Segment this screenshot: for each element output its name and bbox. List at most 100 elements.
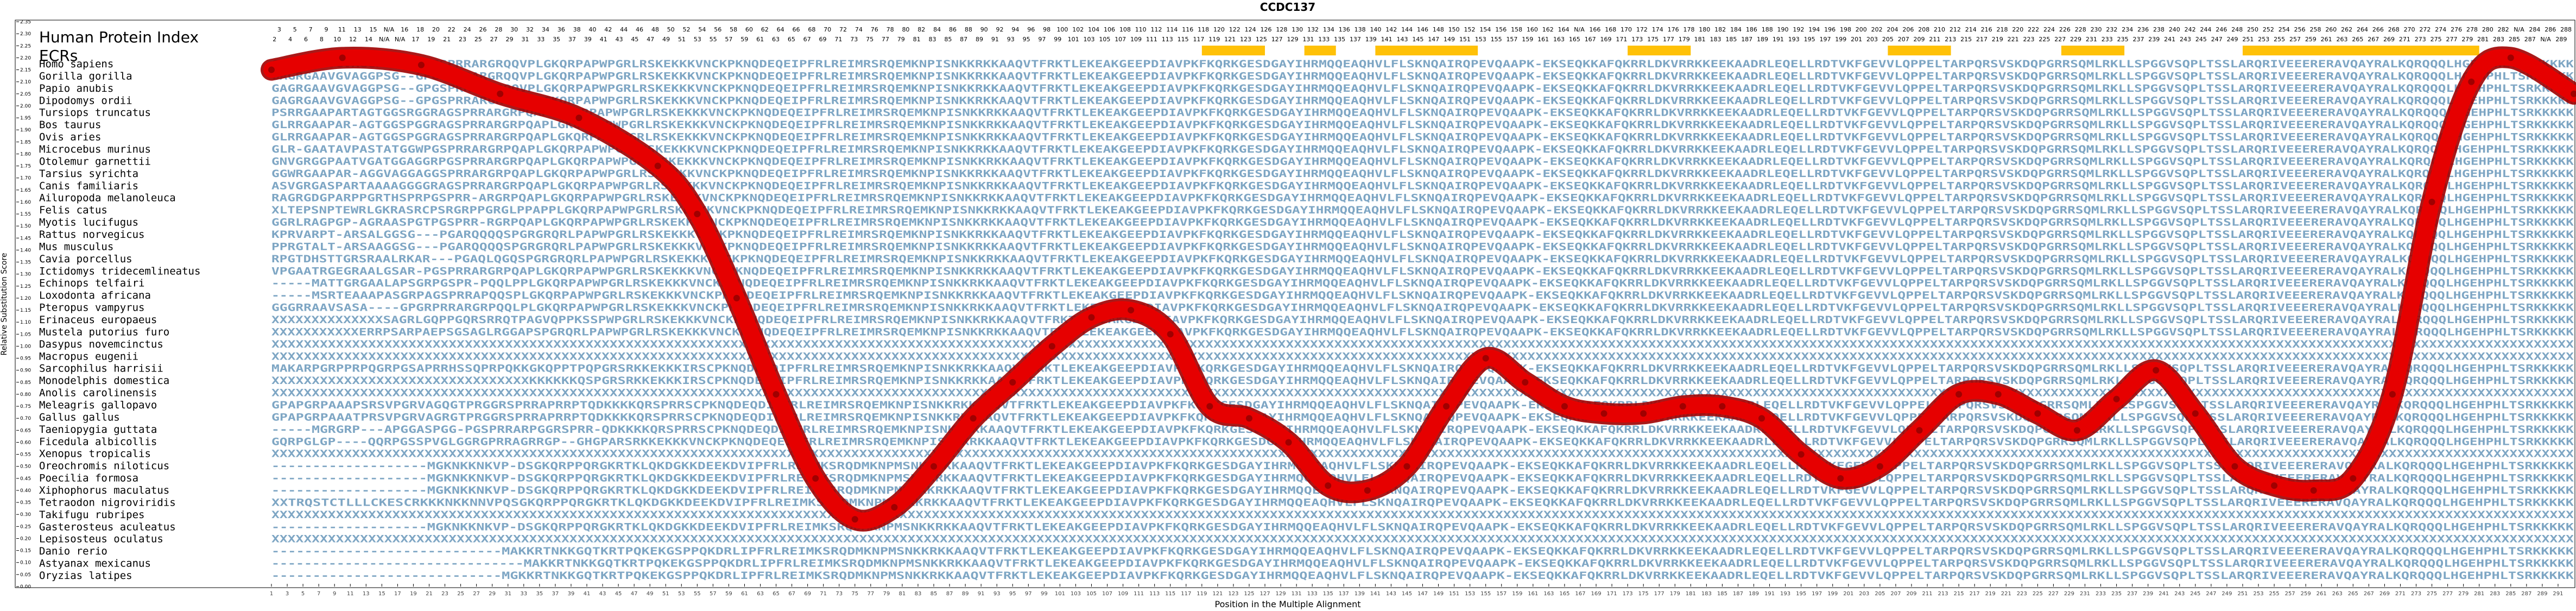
human-index-label: 128 [1276, 26, 1287, 33]
sequence-row: VPGAATRGEGRAALGSAR-PGSPRRARGRPQAPLGKQRPA… [271, 265, 2574, 277]
human-index-label: 121 [1224, 36, 1236, 43]
human-index-label: 56 [714, 26, 721, 33]
human-index-label: 22 [448, 26, 455, 33]
y-tick-label: 1.15 [20, 308, 31, 313]
human-index-label: 32 [526, 26, 534, 33]
y-tick-label: 1.00 [20, 344, 31, 349]
x-tick-label: 141 [1370, 591, 1381, 597]
curve-point [1679, 403, 1686, 410]
species-label: Monodelphis domestica [39, 375, 169, 387]
human-index-label: 203 [1866, 36, 1878, 43]
x-tick-label: 127 [1259, 591, 1270, 597]
y-tick-label: 1.35 [20, 260, 31, 266]
curve-point [268, 66, 275, 73]
x-tick-label: 79 [883, 591, 890, 597]
human-index-label: 92 [996, 26, 1004, 33]
y-tick-label: 1.75 [20, 164, 31, 169]
human-index-label: 25 [474, 36, 482, 43]
y-tick-label: 0.10 [20, 560, 31, 566]
human-index-label: 40 [588, 26, 596, 33]
human-index-label: 281 [2477, 36, 2489, 43]
species-label: Homo sapiens [39, 58, 113, 70]
x-tick-label: 99 [1041, 591, 1048, 597]
species-label: Danio rerio [39, 545, 107, 557]
species-label: Rattus norvegicus [39, 229, 144, 241]
human-index-label: 130 [1292, 26, 1303, 33]
ecr-bar [1304, 46, 1336, 55]
x-tick-label: 275 [2427, 591, 2437, 597]
x-tick-label: 1 [270, 591, 273, 597]
x-tick-label: 235 [2111, 591, 2122, 597]
x-tick-label: 111 [1134, 591, 1144, 597]
human-index-label: 180 [1699, 26, 1710, 33]
x-tick-label: 103 [1071, 591, 1081, 597]
human-index-label: 66 [792, 26, 800, 33]
curve-point [2428, 198, 2435, 205]
human-index-label: 140 [1370, 26, 1381, 33]
x-tick-label: 109 [1118, 591, 1128, 597]
human-index-label: 228 [2075, 26, 2086, 33]
human-index-label: 116 [1182, 26, 1193, 33]
human-index-label: 253 [2258, 36, 2269, 43]
human-index-label: 171 [1616, 36, 1627, 43]
human-index-label: 219 [1992, 36, 2003, 43]
human-index-label: 264 [2357, 26, 2368, 33]
human-index-label: 200 [1856, 26, 1867, 33]
species-label: Gorilla gorilla [39, 70, 132, 82]
human-index-label: 186 [1746, 26, 1757, 33]
species-label: Tarsius syrichta [39, 168, 138, 180]
human-index-label: 201 [1851, 36, 1862, 43]
sequence-row: MAKARPGRPPRPQGRPGSAPRRHSSQPRPQKKGKQPPTPQ… [271, 363, 2574, 375]
human-index-label: 134 [1323, 26, 1334, 33]
curve-point [1797, 451, 1805, 458]
human-index-label: 248 [2231, 26, 2243, 33]
x-tick-label: 45 [615, 591, 622, 597]
curve-point [1088, 314, 1095, 321]
curve-point [891, 503, 898, 511]
human-index-label: 151 [1459, 36, 1471, 43]
x-tick-label: 231 [2080, 591, 2090, 597]
human-index-label: 191 [1773, 36, 1784, 43]
x-tick-label: 105 [1086, 591, 1097, 597]
x-tick-label: 101 [1055, 591, 1065, 597]
x-tick-label: 265 [2348, 591, 2358, 597]
human-index-label: 3 [277, 26, 281, 33]
human-index-label: 207 [1898, 36, 1909, 43]
species-label: Myotis lucifugus [39, 217, 138, 229]
x-tick-label: 65 [773, 591, 780, 597]
human-index-label: 37 [568, 36, 576, 43]
curve-point [1719, 403, 1726, 410]
human-index-label: 223 [2023, 36, 2035, 43]
curve-point [1876, 463, 1883, 470]
human-index-label: 136 [1339, 26, 1350, 33]
x-tick-label: 21 [426, 591, 433, 597]
x-tick-label: 185 [1717, 591, 1727, 597]
human-index-label: 240 [2169, 26, 2180, 33]
human-index-label: 206 [1902, 26, 1914, 33]
curve-point [1640, 410, 1647, 417]
x-tick-label: 23 [441, 591, 448, 597]
curve-point [575, 115, 583, 122]
human-index-label: 119 [1208, 36, 1220, 43]
x-tick-label: 191 [1764, 591, 1775, 597]
y-tick-label: 0.20 [20, 536, 31, 541]
x-tick-label: 193 [1780, 591, 1790, 597]
sequence-row: XXXXXXXXXXXERRPSARPAEPSGSAGLRGGAPSPGRQRL… [271, 326, 2574, 338]
human-index-label: 246 [2216, 26, 2227, 33]
curve-point [2231, 463, 2238, 470]
human-index-label: 112 [1151, 26, 1162, 33]
human-index-label: 196 [1824, 26, 1836, 33]
x-tick-label: 41 [584, 591, 591, 597]
x-tick-label: 71 [820, 591, 827, 597]
human-index-label: 10 [333, 36, 341, 43]
x-tick-label: 123 [1228, 591, 1238, 597]
x-tick-label: 61 [741, 591, 748, 597]
x-tick-label: 13 [363, 591, 370, 597]
x-tick-label: 177 [1654, 591, 1664, 597]
human-index-label: 95 [1023, 36, 1030, 43]
human-index-label: 21 [443, 36, 451, 43]
x-tick-label: 29 [489, 591, 496, 597]
x-tick-label: 49 [647, 591, 654, 597]
sequence-row: -------------------MGKNKKNKVP-DSGKQRPPQR… [271, 484, 2574, 496]
species-label: Xenopus tropicalis [39, 448, 151, 460]
